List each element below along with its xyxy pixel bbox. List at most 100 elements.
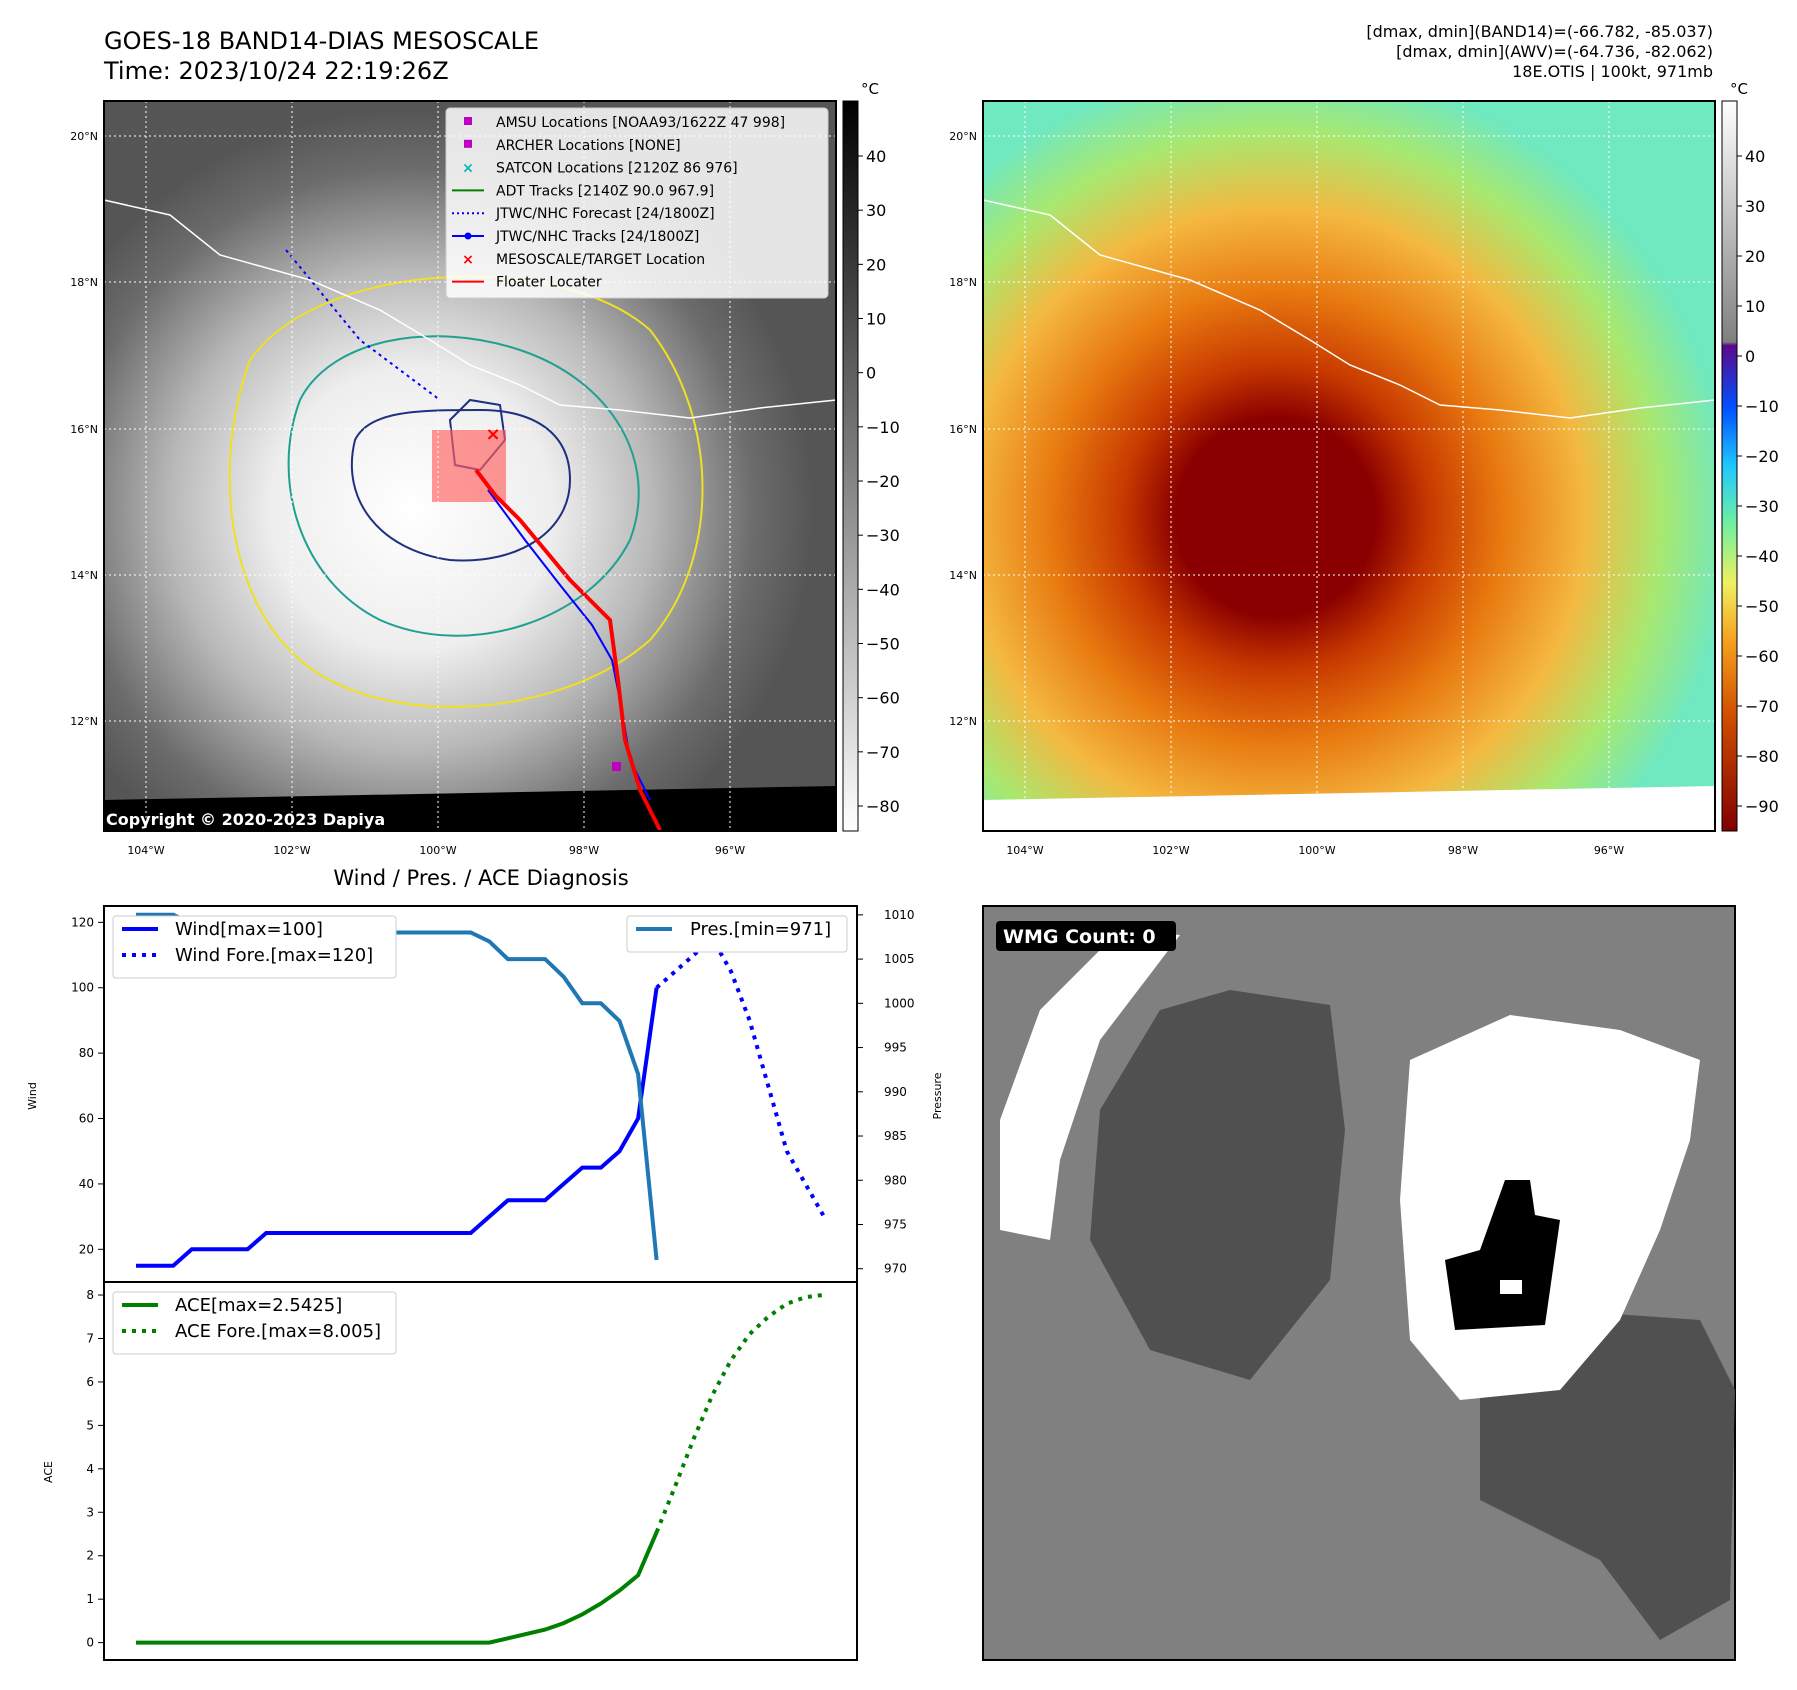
colorbar-tick-label: −50 <box>866 635 900 654</box>
series-line <box>136 987 659 1268</box>
satellite-title: GOES-18 BAND14-DIAS MESOSCALE <box>104 27 540 55</box>
amsu-marker <box>612 762 621 771</box>
wmg-count: WMG Count: 0 <box>1003 926 1156 948</box>
lat-label: 20°N <box>70 130 98 143</box>
awv-imagery <box>983 101 1715 831</box>
series-line <box>136 1531 659 1645</box>
y-right-tick-label: 1005 <box>884 952 915 966</box>
legend-marker-dot <box>464 232 472 240</box>
ace-axis-label: ACE <box>42 1461 55 1483</box>
colorbar-tick-label: 0 <box>866 364 876 383</box>
ir-colorbar <box>842 100 859 832</box>
wind-y-ticks: 20 40 60 80 100 120 <box>71 915 104 1256</box>
lat-label: 14°N <box>70 569 98 582</box>
lat-label: 16°N <box>949 423 977 436</box>
legend-label: Pres.[min=971] <box>690 919 831 940</box>
legend-label: JTWC/NHC Tracks [24/1800Z] <box>495 229 699 245</box>
colorbar-tick-label: 20 <box>866 255 886 274</box>
y-right-tick-label: 970 <box>884 1262 907 1276</box>
y-right-tick-label: 1010 <box>884 908 915 922</box>
lat-label: 12°N <box>70 715 98 728</box>
y-tick-label: 1 <box>86 1592 94 1606</box>
ir-colorbar-ticks: 40 30 20 10 0 −10 −20 −30 −40 −50 −60 −70 −80 <box>858 147 900 816</box>
pressure-axis-label: Pressure <box>931 1072 944 1119</box>
colorbar-tick-label: −20 <box>866 472 900 491</box>
legend-box-right <box>626 915 848 953</box>
ir-legend: AMSU Locations [NOAA93/1622Z 47 998] ARCH… <box>452 115 785 291</box>
series-line <box>654 1292 825 1533</box>
ace-chart: 0 1 2 3 4 5 6 7 8 ACE ACE[max=2.5425] ACE Fore.[m… <box>42 1281 858 1661</box>
lon-label: 96°W <box>715 844 745 857</box>
legend-label: ARCHER Locations [NONE] <box>496 138 681 154</box>
legend-label: JTWC/NHC Forecast [24/1800Z] <box>495 206 715 222</box>
colorbar-tick-label: 10 <box>866 310 886 329</box>
lat-label: 18°N <box>70 276 98 289</box>
contour-teal <box>287 335 640 637</box>
y-tick-label: 3 <box>86 1505 94 1519</box>
y-tick-label: 7 <box>86 1331 94 1345</box>
colorbar-tick-label: −70 <box>1745 697 1779 716</box>
y-tick-label: 40 <box>79 1177 94 1191</box>
colorbar-tick-label: 10 <box>1745 297 1765 316</box>
storm-intensity: 18E.OTIS | 100kt, 971mb <box>1512 62 1713 81</box>
legend-label: ACE[max=2.5425] <box>175 1295 342 1316</box>
colorbar-tick-label: −40 <box>1745 547 1779 566</box>
lat-label: 18°N <box>949 276 977 289</box>
band14-range: [dmax, dmin](BAND14)=(-66.782, -85.037) <box>1366 22 1713 41</box>
floater-track <box>474 468 662 831</box>
y-right-tick-label: 990 <box>884 1085 907 1099</box>
legend-marker <box>464 117 472 125</box>
legend-box <box>112 1291 397 1355</box>
y-tick-label: 8 <box>86 1288 94 1302</box>
awv-colorbar <box>1721 100 1738 832</box>
awv-lon-labels: 104°W 102°W 100°W 98°W 96°W <box>1006 844 1624 857</box>
wind-legend: Wind[max=100] Wind Fore.[max=120] Pres.[mi… <box>112 915 848 979</box>
pressure-y-ticks: 970 975 980 985 990 995 1000 1005 1010 <box>857 908 915 1276</box>
wind-pressure-chart: Wind / Pres. / ACE Diagnosis 20 40 60 80 100… <box>26 866 944 1283</box>
y-tick-label: 2 <box>86 1549 94 1563</box>
colorbar-tick-label: −60 <box>866 689 900 708</box>
awv-frame <box>982 100 1716 832</box>
y-right-tick-label: 1000 <box>884 996 915 1010</box>
ir-legend-box <box>445 107 829 299</box>
colorbar-tick-label: 30 <box>1745 197 1765 216</box>
timestamp: Time: 2023/10/24 22:19:26Z <box>104 57 449 85</box>
wmg-panel: WMG Count: 0 <box>982 905 1736 1661</box>
lon-label: 104°W <box>127 844 164 857</box>
lon-label: 98°W <box>569 844 599 857</box>
y-right-tick-label: 985 <box>884 1129 907 1143</box>
wmg-eye-center <box>1500 1280 1522 1294</box>
coastline <box>103 199 837 419</box>
wind-axis-label: Wind <box>26 1082 39 1110</box>
ace-legend: ACE[max=2.5425] ACE Fore.[max=8.005] <box>112 1291 397 1355</box>
ir-frame <box>103 100 837 832</box>
y-tick-label: 5 <box>86 1418 94 1432</box>
y-right-tick-label: 975 <box>884 1217 907 1231</box>
ace-y-ticks: 0 1 2 3 4 5 6 7 8 <box>86 1288 104 1650</box>
colorbar-tick-label: −10 <box>1745 397 1779 416</box>
y-tick-label: 6 <box>86 1375 94 1389</box>
y-tick-label: 20 <box>79 1242 94 1256</box>
colorbar-tick-label: −10 <box>866 418 900 437</box>
lon-label: 102°W <box>1152 844 1189 857</box>
colorbar-tick-label: −90 <box>1745 797 1779 816</box>
y-tick-label: 0 <box>86 1636 94 1650</box>
legend-marker <box>464 139 472 148</box>
colorbar-tick-label: 40 <box>866 147 886 166</box>
y-tick-label: 120 <box>71 915 94 929</box>
awv-colorbar-ticks: 40 30 20 10 0 −10 −20 −30 −40 −50 −60 −70 −80 −90 <box>1737 147 1779 816</box>
colorbar-tick-label: 20 <box>1745 247 1765 266</box>
colorbar-tick-label: −30 <box>866 526 900 545</box>
legend-marker: × <box>462 252 474 268</box>
colorbar-tick-label: −60 <box>1745 647 1779 666</box>
legend-label: AMSU Locations [NOAA93/1622Z 47 998] <box>496 115 785 131</box>
ace-series <box>136 1292 825 1645</box>
awv-colorbar-unit: °C <box>1730 80 1748 98</box>
storm-summary: [dmax, dmin](BAND14)=(-66.782, -85.037) … <box>1366 22 1713 82</box>
awv-range: [dmax, dmin](AWV)=(-64.736, -82.062) <box>1396 42 1713 61</box>
colorbar-tick-label: 40 <box>1745 147 1765 166</box>
awv-lat-labels: 20°N 18°N 16°N 14°N 12°N <box>949 130 977 728</box>
lat-label: 16°N <box>70 423 98 436</box>
awv-coastline <box>982 199 1716 419</box>
